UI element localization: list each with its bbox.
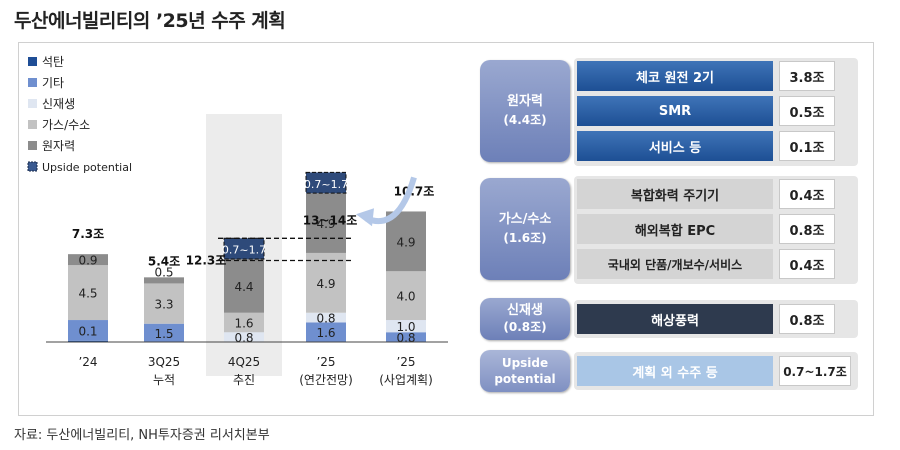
bar-segment [224,332,264,342]
group-title: 원자력 [507,94,543,109]
bar-segment [68,265,108,321]
group-box-gas-hydrogen: 가스/수소 (1.6조) [480,178,570,280]
order-item-label: 계획 외 수주 등 [577,356,773,386]
segment-label: 1.6 [316,326,335,340]
order-item-value: 0.8조 [779,214,835,244]
bar-segment [386,332,426,342]
order-item-label: 국내외 단품/개보수/서비스 [577,249,773,279]
segment-label: 0.1 [78,324,97,338]
order-item-value: 3.8조 [779,61,835,91]
group-title: 신재생 [507,303,543,318]
segment-label: 1.5 [154,327,173,341]
order-item-label: 해상풍력 [577,304,773,334]
bar-segment [306,312,346,323]
segment-label: 4.9 [316,217,335,231]
group-title: Upside [501,356,549,370]
upside-label: 0.7~1.7 [222,244,266,257]
legend-label: Upside potential [42,161,132,174]
group-subtitle: (1.6조) [503,231,547,245]
total-label: 7.3조 [72,227,104,241]
x-tick-label: 3Q25 [148,355,180,369]
legend-swatch [28,120,37,129]
order-item-label: SMR [577,96,773,126]
legend-swatch [27,161,38,172]
bar-segment [224,312,264,333]
page-title: 두산에너빌리티의 ’25년 수주 계획 [14,10,286,32]
bar-segment [386,271,426,321]
segment-label: 1.6 [234,316,253,330]
order-item-label: 복합화력 주기기 [577,179,773,209]
x-tick-label: ’25 [396,355,415,369]
group-box-upside: Upside potential [480,350,570,392]
segment-label: 0.5 [154,265,173,279]
legend-swatch [28,99,37,108]
group-subtitle: (0.8조) [503,320,547,334]
group-subtitle: potential [494,372,556,386]
x-tick-label: 누적 [153,373,175,387]
segment-label: 0.9 [78,254,97,268]
order-item-label: 서비스 등 [577,131,773,161]
order-item-value: 0.7~1.7조 [779,356,851,386]
source-note: 자료: 두산에너빌리티, NH투자증권 리서치본부 [14,428,270,443]
group-box-nuclear: 원자력 (4.4조) [480,60,570,162]
segment-label: 3.3 [154,298,173,312]
order-item-value: 0.1조 [779,131,835,161]
order-item-label: 체코 원전 2기 [577,61,773,91]
total-label: 5.4조 [148,254,180,268]
legend-label: 석탄 [42,55,64,69]
segment-label: 4.0 [396,290,415,304]
order-item-value: 0.4조 [779,249,835,279]
upside-arrow-head [356,208,374,227]
total-label: 13~14조 [303,213,358,227]
order-item-label: 해외복합 EPC [577,214,773,244]
legend-label: 기타 [42,76,64,90]
total-label: 12.3조 [186,254,227,268]
bar-segment [306,322,346,342]
bar-segment [68,254,108,266]
bar-segment [224,259,264,313]
x-tick-label: (연간전망) [299,373,353,387]
x-tick-label: (사업계획) [379,373,433,387]
order-item-value: 0.5조 [779,96,835,126]
bar-segment [386,211,426,272]
legend-swatch [28,141,37,150]
order-item-value: 0.8조 [779,304,835,334]
upside-label: 0.7~1.7 [304,178,348,191]
group-subtitle: (4.4조) [503,113,547,127]
bar-segment [144,323,184,342]
segment-label: 4.9 [396,235,415,249]
bar-segment [144,277,184,284]
legend-swatch [28,57,37,66]
x-tick-label: ’24 [78,355,97,369]
segment-label: 4.5 [78,287,97,301]
bar-segment [306,252,346,313]
legend-label: 가스/수소 [42,118,90,132]
legend-label: 원자력 [42,139,75,153]
segment-label: 4.9 [316,277,335,291]
bar-segment [68,320,108,341]
legend-swatch [28,78,37,87]
bar-segment [68,340,108,342]
bar-segment [306,193,346,253]
bar-segment [386,320,426,333]
legend-label: 신재생 [42,97,75,111]
bar-segment [144,283,184,324]
group-title: 가스/수소 [498,212,552,227]
upside-box [305,171,347,194]
group-box-renewables: 신재생 (0.8조) [480,298,570,340]
segment-label: 4.4 [234,280,253,294]
x-tick-label: 추진 [233,373,255,387]
segment-label: 0.8 [316,312,335,326]
segment-label: 1.0 [396,320,415,334]
x-tick-label: ’25 [316,355,335,369]
order-item-value: 0.4조 [779,179,835,209]
total-label: 10.7조 [394,184,435,198]
segment-label: 0.8 [234,331,253,345]
x-tick-label: 4Q25 [228,355,260,369]
